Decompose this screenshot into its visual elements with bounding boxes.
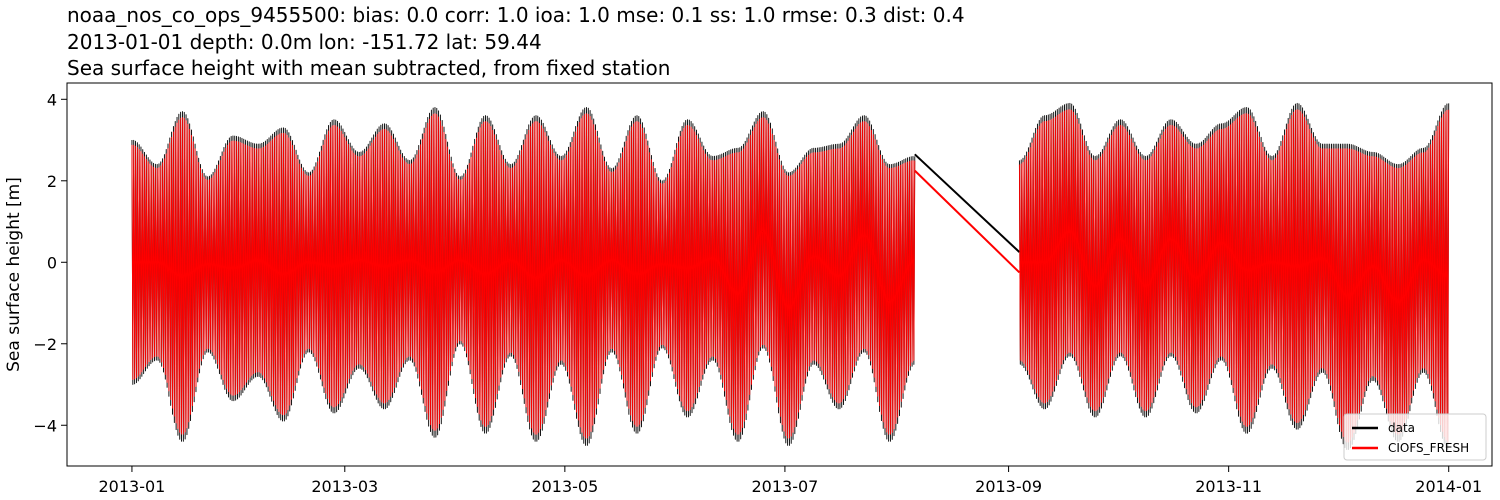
y-tick-label: −2 xyxy=(33,335,57,354)
chart-title-location: 2013-01-01 depth: 0.0m lon: -151.72 lat:… xyxy=(67,30,542,54)
x-tick-label: 2013-11 xyxy=(1195,477,1262,496)
gap-connector-line xyxy=(914,169,1021,274)
y-axis-label: Sea surface height [m] xyxy=(4,177,24,372)
legend-label: CIOFS_FRESH xyxy=(1388,441,1469,455)
legend-box xyxy=(1343,413,1487,461)
y-axis: 4 2 0 −2 −4 xyxy=(33,90,67,435)
y-tick-label: 2 xyxy=(47,172,57,191)
x-tick-label: 2013-03 xyxy=(311,477,378,496)
legend-label: data xyxy=(1388,421,1415,435)
y-tick-label: −4 xyxy=(33,416,57,435)
series-ciofs-fresh xyxy=(131,109,1450,443)
series-layer xyxy=(131,102,1450,450)
legend: data CIOFS_FRESH xyxy=(1343,413,1487,461)
gap-connector-line xyxy=(914,153,1021,253)
x-tick-label: 2013-09 xyxy=(975,477,1042,496)
x-tick-label: 2013-01 xyxy=(99,477,166,496)
chart-title-stats: noaa_nos_co_ops_9455500: bias: 0.0 corr:… xyxy=(67,3,965,27)
chart-title: Sea surface height with mean subtracted,… xyxy=(67,56,671,80)
x-tick-label: 2014-01 xyxy=(1415,477,1482,496)
y-tick-label: 0 xyxy=(47,253,57,272)
x-tick-label: 2013-05 xyxy=(531,477,598,496)
series-trace-segment xyxy=(1018,109,1450,443)
y-tick-label: 4 xyxy=(47,90,57,109)
x-axis: 2013-01 2013-03 2013-05 2013-07 2013-09 2013-… xyxy=(99,466,1482,496)
series-trace-segment xyxy=(131,113,916,439)
x-tick-label: 2013-07 xyxy=(751,477,818,496)
plot-frame xyxy=(66,82,1493,467)
